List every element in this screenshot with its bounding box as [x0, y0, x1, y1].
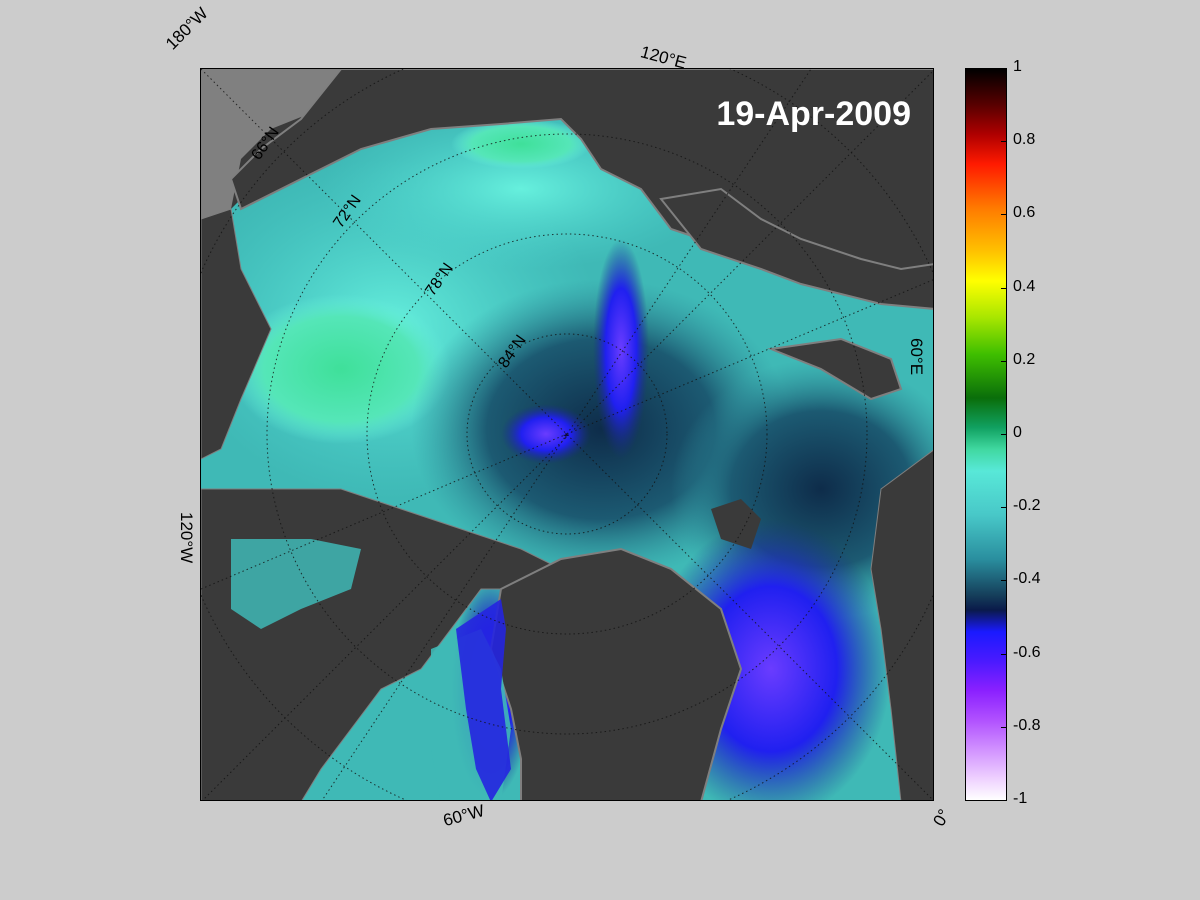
colorbar-tick-label: -0.6 [1013, 643, 1041, 661]
lon-label-180w: 180°W [162, 3, 212, 54]
colorbar-tick-mark [1001, 580, 1007, 582]
colorbar-tick-mark [1001, 653, 1007, 655]
colorbar-tick-mark [1001, 141, 1007, 143]
colorbar-tick-label: 0.4 [1013, 277, 1036, 295]
colorbar-tick-label: 0 [1013, 424, 1022, 441]
lon-label-60e: 60°E [907, 338, 926, 376]
meridian-d [566, 69, 812, 435]
colorbar-ticks: 1 0.8 0.6 0.4 0.2 0 -0.2 -0.4 -0.6 -0.8 -1 [1001, 58, 1087, 807]
lon-label-60w: 60°W [441, 800, 487, 831]
colorbar-tick-mark [1001, 507, 1007, 509]
meridian-b [202, 70, 933, 800]
graticule [201, 69, 933, 800]
colorbar-tick-label: 0.2 [1013, 350, 1036, 368]
colorbar-tick-label: 0.8 [1013, 131, 1036, 149]
colorbar-tick-mark [1001, 800, 1007, 801]
colorbar-tick-mark [1001, 68, 1007, 69]
pole-marker: + [563, 431, 569, 442]
land-novaya-zemlya [767, 337, 903, 401]
colorbar-tick-mark [1001, 434, 1007, 435]
colorbar-tick-mark [1001, 214, 1007, 216]
green-region-north [451, 119, 591, 169]
colorbar-tick-label: -0.4 [1013, 570, 1041, 588]
colorbar-tick-label: -0.8 [1013, 716, 1041, 734]
lat-circle-84 [466, 333, 668, 535]
colorbar-tick-mark [1001, 287, 1007, 289]
blue-patch-pole [501, 404, 591, 464]
colorbar-tick-mark [1001, 726, 1007, 728]
meridian-c [321, 433, 568, 800]
arctic-map: 66°N 72°N 78°N 84°N + [201, 69, 933, 800]
meridian-e [201, 433, 568, 590]
map-frame: 66°N 72°N 78°N 84°N + 19-Apr-2009 [200, 68, 934, 801]
lon-label-0: 0° [929, 805, 954, 830]
land-alaska [201, 208, 272, 460]
land-svalbard [711, 499, 761, 549]
blue-baffin-streak [456, 599, 511, 800]
colorbar-tick-label: -0.2 [1013, 497, 1041, 515]
lat-circle-72 [266, 133, 868, 735]
lat-circle-78 [366, 233, 768, 635]
colorbar-tick-label: 0.6 [1013, 204, 1036, 222]
colorbar-tick-mark [1001, 360, 1007, 362]
date-label: 19-Apr-2009 [716, 95, 911, 133]
colorbar-tick-label: -1 [1013, 790, 1028, 807]
green-region [231, 294, 451, 444]
colorbar-tick-label: 1 [1013, 58, 1022, 75]
land-greenland [489, 547, 743, 800]
land-taimyr [659, 187, 933, 310]
land-scandinavia [870, 449, 933, 800]
blue-streak-center [593, 239, 649, 459]
lon-label-120w: 120°W [177, 512, 196, 564]
channel-west [231, 539, 361, 629]
